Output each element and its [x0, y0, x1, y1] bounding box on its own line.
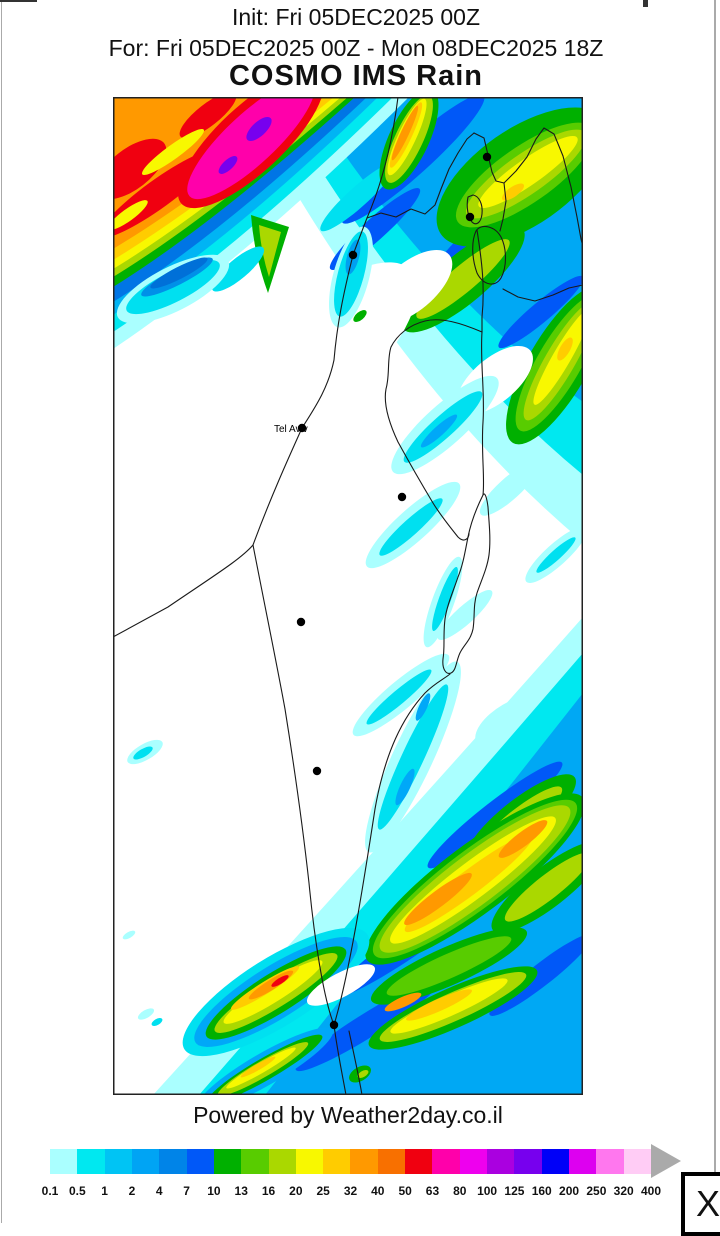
- init-time-line: Init: Fri 05DEC2025 00Z: [231, 4, 480, 30]
- legend-tick-label: 400: [640, 1184, 662, 1198]
- gulf-aqaba-east: [348, 1030, 363, 1096]
- legend-cell: [377, 1149, 406, 1174]
- border-lines: [112, 96, 584, 1096]
- valid-time-line: For: Fri 05DEC2025 00Z - Mon 08DEC2025 1…: [108, 35, 604, 61]
- top-right-artifact: [643, 0, 648, 7]
- legend-cell: [623, 1149, 651, 1174]
- legend-tick-label: 0.5: [68, 1184, 86, 1198]
- legend-arrow-icon: [651, 1144, 681, 1178]
- jordan-border: [333, 673, 451, 1026]
- legend-tick-label: 4: [155, 1184, 163, 1198]
- legend-cell: [77, 1149, 105, 1174]
- legend-tick-label: 125: [504, 1184, 525, 1198]
- legend-cell: [268, 1149, 296, 1174]
- legend-tick-label: 100: [477, 1184, 498, 1198]
- west-bank-border: [384, 319, 483, 541]
- dead-sea: [442, 493, 491, 674]
- page-left-border: [1, 0, 2, 1223]
- lebanon-border: [366, 132, 475, 219]
- legend-tick-label: 200: [559, 1184, 580, 1198]
- gulf-aqaba-west: [333, 1024, 347, 1096]
- legend-tick-label: 160: [531, 1184, 552, 1198]
- legend-tick-label: 2: [128, 1184, 136, 1198]
- legend-cell: [159, 1149, 187, 1174]
- city-dot-tel-aviv: [297, 423, 307, 433]
- page-title: COSMO IMS Rain: [228, 60, 484, 92]
- legend-tick-label: 10: [207, 1184, 221, 1198]
- city-dot: [348, 250, 358, 260]
- rain-map: Tel Aviv: [95, 69, 610, 1111]
- legend-tick-label: 25: [316, 1184, 330, 1198]
- legend-cell: [186, 1149, 214, 1174]
- city-dot: [312, 766, 322, 776]
- close-button-label: X: [695, 1183, 720, 1224]
- map-frame: [113, 97, 583, 1095]
- legend-tick-label: 7: [183, 1184, 190, 1198]
- legend-cell: [487, 1149, 515, 1174]
- rain-map-svg: Tel Aviv: [95, 69, 610, 1111]
- legend-tick-label: 32: [343, 1184, 358, 1198]
- legend-color-bar: [50, 1149, 651, 1174]
- legend-tick-label: 250: [586, 1184, 607, 1198]
- syria-jordan-border: [502, 284, 584, 302]
- coastline: [112, 96, 399, 638]
- hula-lake: [466, 194, 483, 225]
- legend-tick-label: 50: [398, 1184, 412, 1198]
- powered-by-credit: Powered by Weather2day.co.il: [193, 1102, 503, 1128]
- jordan-river: [476, 229, 485, 496]
- legend-tick-label: 0.1: [41, 1184, 59, 1198]
- legend-tick-label: 20: [289, 1184, 303, 1198]
- legend-cell: [405, 1149, 433, 1174]
- legend-cell: [213, 1149, 242, 1174]
- sea-of-galilee: [472, 225, 507, 285]
- legend-cell: [432, 1149, 460, 1174]
- precipitation-legend: 0.1 0.5 1 2 4 7 10 13 16 20 25 32 40 50 63 80 100 125 160 2…: [0, 1140, 720, 1210]
- legend-tick-label: 13: [234, 1184, 248, 1198]
- legend-cell: [50, 1149, 78, 1174]
- rain-field: [95, 69, 610, 1111]
- legend-cell: [241, 1149, 269, 1174]
- page-right-border: [714, 0, 716, 1223]
- legend-cell: [596, 1149, 624, 1174]
- city-dot: [465, 212, 475, 222]
- city-dot: [397, 492, 407, 502]
- tel-aviv-label: Tel Aviv: [274, 424, 308, 435]
- legend-tick-labels: 0.1 0.5 1 2 4 7 10 13 16 20 25 32 40 50 63 80 100 125 160 2…: [42, 1184, 661, 1200]
- syria-border: [473, 127, 584, 248]
- legend-tick-label: 63: [425, 1184, 440, 1198]
- legend-cell: [514, 1149, 542, 1174]
- legend-cell: [541, 1149, 569, 1174]
- legend-tick-label: 1: [101, 1184, 108, 1198]
- city-dot-eilat: [329, 1020, 339, 1030]
- golan-border: [499, 182, 507, 232]
- legend-tick-label: 80: [453, 1184, 467, 1198]
- legend-tick-label: 16: [261, 1184, 276, 1198]
- city-dot: [296, 617, 306, 627]
- legend-tick-label: 320: [613, 1184, 634, 1198]
- legend-cell: [568, 1149, 597, 1174]
- city-dots: [296, 152, 492, 1030]
- legend-cell: [131, 1149, 160, 1174]
- legend-cell: [104, 1149, 132, 1174]
- legend-cell: [459, 1149, 487, 1174]
- close-button[interactable]: X: [681, 1172, 720, 1236]
- city-dot: [482, 152, 492, 162]
- legend-cell: [350, 1149, 378, 1174]
- legend-cell: [323, 1149, 351, 1174]
- top-left-artifact: [0, 0, 37, 2]
- egypt-border: [252, 544, 335, 1026]
- legend-cell: [295, 1149, 324, 1174]
- legend-tick-label: 40: [371, 1184, 385, 1198]
